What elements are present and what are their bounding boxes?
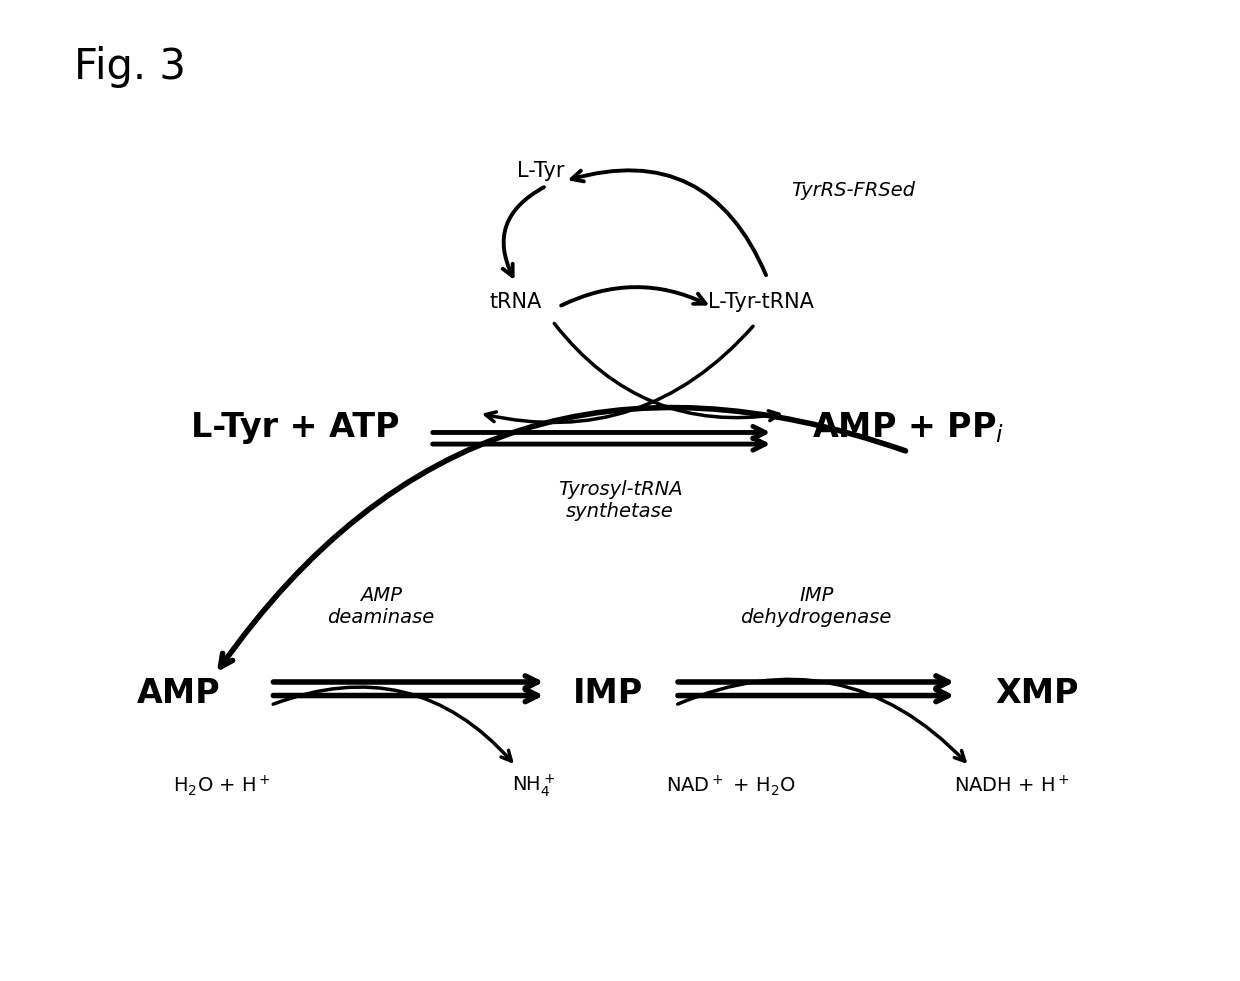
Text: tRNA: tRNA (490, 292, 542, 312)
Text: NH$_4^+$: NH$_4^+$ (512, 772, 556, 799)
Text: L-Tyr: L-Tyr (517, 161, 564, 181)
Text: Fig. 3: Fig. 3 (74, 46, 186, 87)
Text: Tyrosyl-tRNA
synthetase: Tyrosyl-tRNA synthetase (558, 480, 682, 521)
Text: L-Tyr + ATP: L-Tyr + ATP (191, 411, 399, 444)
Text: IMP
dehydrogenase: IMP dehydrogenase (740, 586, 892, 627)
Text: AMP: AMP (136, 677, 221, 710)
Text: H$_2$O + H$^+$: H$_2$O + H$^+$ (172, 773, 270, 798)
Text: AMP + PP$_i$: AMP + PP$_i$ (812, 410, 1004, 445)
Text: AMP
deaminase: AMP deaminase (327, 586, 434, 627)
Text: IMP: IMP (573, 677, 642, 710)
Text: NADH + H$^+$: NADH + H$^+$ (955, 775, 1070, 797)
Text: XMP: XMP (996, 677, 1079, 710)
Text: NAD$^+$ + H$_2$O: NAD$^+$ + H$_2$O (666, 773, 795, 798)
Text: TyrRS-FRSed: TyrRS-FRSed (791, 181, 915, 200)
Text: L-Tyr-tRNA: L-Tyr-tRNA (708, 292, 813, 312)
